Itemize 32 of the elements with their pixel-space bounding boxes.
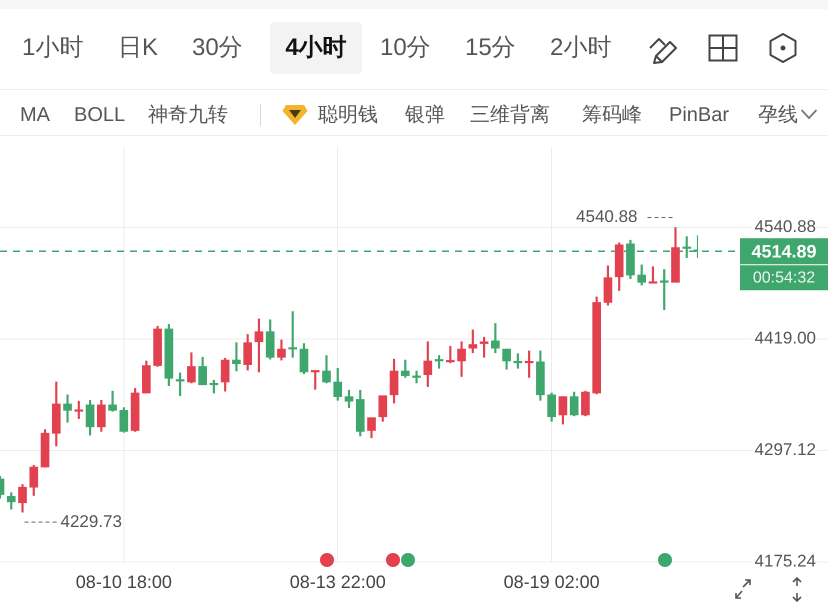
text: 10分 bbox=[380, 33, 431, 63]
text: 1小时 bbox=[22, 33, 84, 63]
annotation: 4540.88 bbox=[576, 207, 638, 226]
candlestick bbox=[74, 400, 84, 419]
y-tick-label: 4175.24 bbox=[754, 552, 816, 571]
text: 日K bbox=[118, 33, 158, 63]
y-tick-label: 4540.88 bbox=[754, 217, 816, 236]
text: 聪明钱 bbox=[318, 103, 378, 128]
annotation: 4229.73 bbox=[60, 512, 122, 531]
text: 00:54:32 bbox=[752, 270, 816, 287]
x-tick-label: 08-10 18:00 bbox=[76, 572, 172, 592]
candlestick bbox=[288, 311, 298, 358]
text: 筹码峰 bbox=[582, 103, 642, 128]
text: 孕线 bbox=[758, 103, 798, 128]
text: 银弹 bbox=[405, 103, 445, 128]
x-tick-label: 08-19 02:00 bbox=[504, 572, 600, 592]
text: 30分 bbox=[192, 33, 243, 63]
candlestick bbox=[660, 269, 669, 310]
text: 2小时 bbox=[550, 33, 612, 63]
y-tick-label: 4297.12 bbox=[754, 440, 816, 460]
text: 15分 bbox=[465, 33, 516, 63]
text: 4小时 bbox=[270, 22, 362, 74]
text: 三维背离 bbox=[470, 103, 550, 128]
candlestick bbox=[446, 346, 455, 364]
text: MA bbox=[20, 103, 50, 128]
text: PinBar bbox=[669, 103, 730, 128]
ref-line-label: 4514.89 bbox=[751, 241, 817, 262]
candlestick bbox=[310, 370, 320, 390]
text: BOLL bbox=[74, 103, 126, 128]
y-tick-label: 4419.00 bbox=[754, 328, 816, 348]
x-tick-label: 08-13 22:00 bbox=[290, 572, 386, 592]
text: 神奇九转 bbox=[148, 103, 228, 128]
